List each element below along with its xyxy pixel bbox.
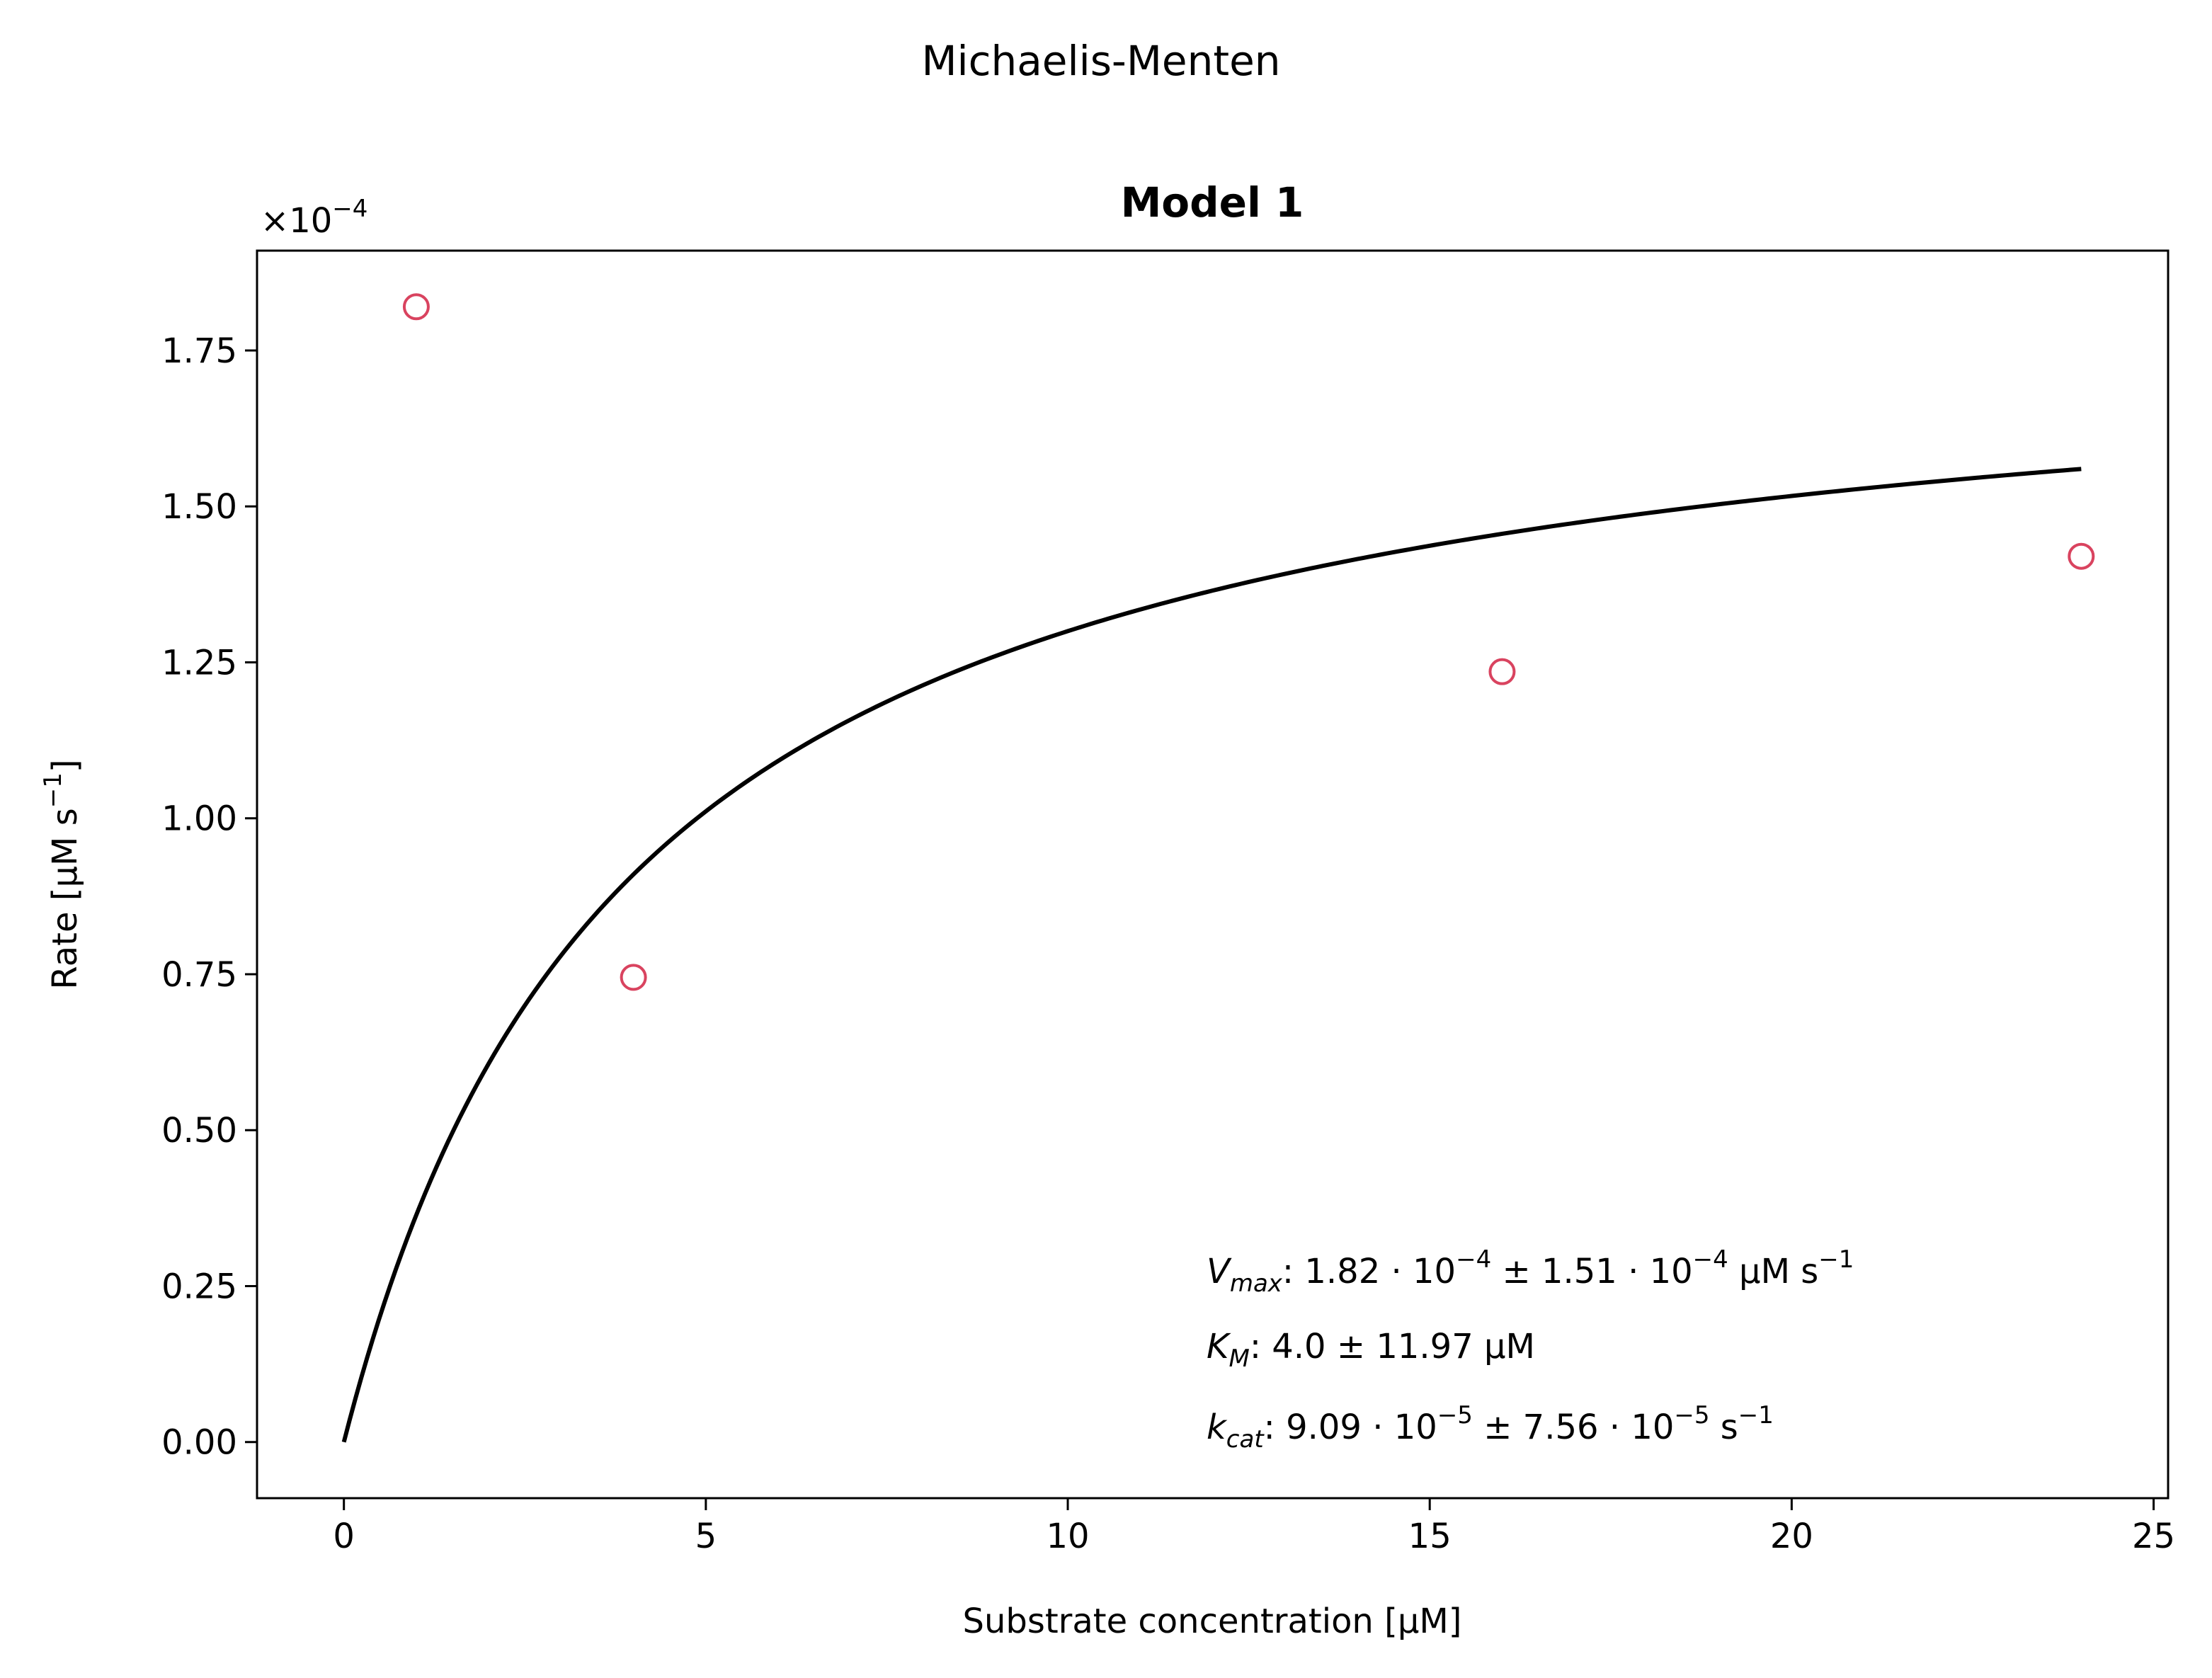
y-tick-label: 1.00: [161, 799, 237, 839]
y-axis-label: Rate [µM s−1]: [39, 759, 85, 989]
y-axis: 0.00 0.25 0.50 0.75 1.00 1.25 1.50 1.75: [161, 331, 257, 1463]
points-layer: [402, 293, 2095, 991]
x-tick-label: 15: [1408, 1517, 1452, 1556]
data-point: [402, 293, 430, 321]
plot-title: Model 1: [1121, 178, 1304, 227]
y-tick-label: 0.25: [161, 1267, 237, 1306]
y-tick-label: 0.00: [161, 1423, 237, 1463]
plot-area: Vmax: 1.82 · 10−4 ± 1.51 · 10−4 µM s−1 K…: [256, 249, 2170, 1500]
data-point: [620, 964, 647, 991]
x-axis: 0 5 10 15 20 25: [333, 1498, 2175, 1556]
x-axis-label: Substrate concentration [µM]: [962, 1602, 1461, 1641]
x-tick-label: 0: [333, 1517, 355, 1556]
x-tick-label: 10: [1046, 1517, 1089, 1556]
y-offset-label: ×10−4: [261, 195, 367, 241]
data-point: [2068, 542, 2095, 570]
x-tick-label: 20: [1770, 1517, 1813, 1556]
y-tick-label: 1.25: [161, 643, 237, 683]
plot-frame: [256, 249, 2170, 1500]
data-point: [1488, 658, 1516, 685]
vmax-annotation: Vmax: 1.82 · 10−4 ± 1.51 · 10−4 µM s−1: [1207, 1245, 1854, 1298]
x-tick-label: 5: [695, 1517, 717, 1556]
y-tick-label: 1.75: [161, 331, 237, 371]
y-tick-label: 1.50: [161, 487, 237, 527]
x-tick-label: 25: [2132, 1517, 2175, 1556]
y-tick-label: 0.75: [161, 955, 237, 995]
figure-suptitle: Michaelis-Menten: [921, 37, 1280, 85]
fit-layer: [341, 467, 2082, 1443]
km-annotation: KM: 4.0 ± 11.97 µM: [1207, 1327, 1535, 1373]
kcat-annotation: kcat: 9.09 · 10−5 ± 7.56 · 10−5 s−1: [1207, 1401, 1774, 1454]
y-tick-label: 0.50: [161, 1111, 237, 1151]
fit-curve-line: [341, 467, 2082, 1443]
fit-parameters-annotation: Vmax: 1.82 · 10−4 ± 1.51 · 10−4 µM s−1 K…: [1207, 1245, 1854, 1454]
